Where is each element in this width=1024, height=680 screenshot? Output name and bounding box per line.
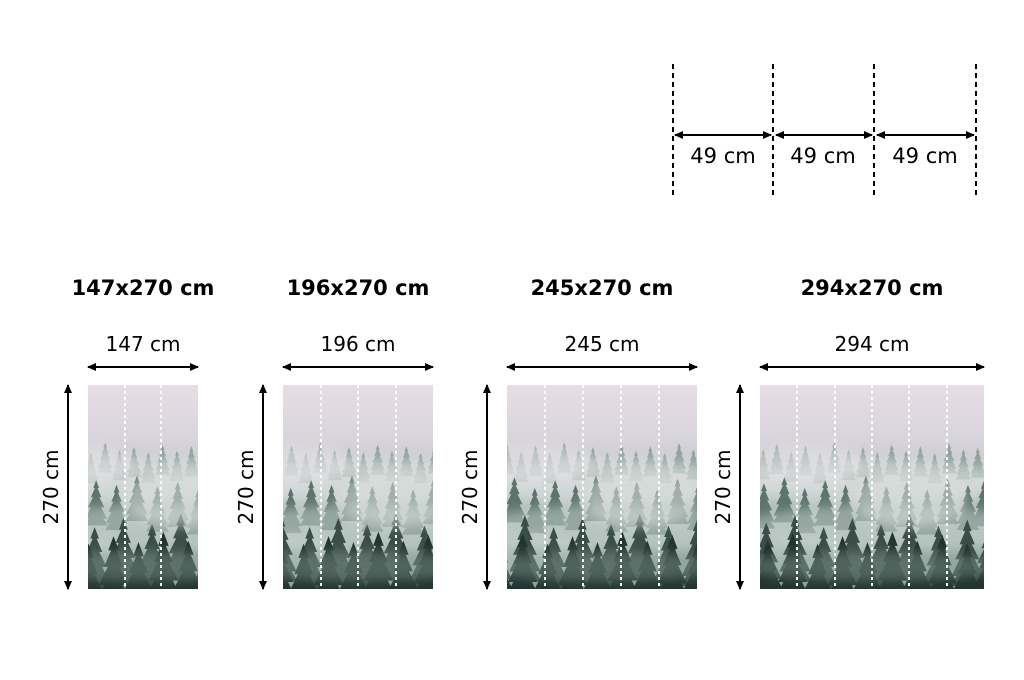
panel-width-arrow <box>674 131 772 139</box>
height-dimension-label: 270 cm <box>711 449 735 525</box>
panel-boundary-dashed-line <box>672 64 674 198</box>
height-dimension-arrow <box>64 384 72 590</box>
panel-boundary-dashed-line <box>772 64 774 198</box>
width-dimension-label: 245 cm <box>564 332 640 356</box>
panel-width-arrow <box>775 131 873 139</box>
panel-divider <box>160 385 163 589</box>
panel-divider <box>658 385 660 589</box>
size-title: 147x270 cm <box>71 276 215 300</box>
foggy-forest-photo <box>507 385 697 589</box>
height-dimension-label: 270 cm <box>458 449 482 525</box>
panel-width-label: 49 cm <box>690 144 756 168</box>
width-dimension-label: 196 cm <box>320 332 396 356</box>
panel-divider <box>908 385 911 589</box>
width-dimension-arrow <box>506 363 698 371</box>
mural-preview-image <box>760 385 984 589</box>
width-dimension-label: 147 cm <box>105 332 181 356</box>
mural-preview-image <box>283 385 433 589</box>
panel-divider <box>544 385 546 589</box>
size-variant-196x270: 196x270 cm 196 cm 270 cm <box>223 270 443 615</box>
panel-width-label: 49 cm <box>892 144 958 168</box>
height-dimension-arrow <box>483 384 491 590</box>
size-title: 245x270 cm <box>530 276 674 300</box>
height-dimension-label: 270 cm <box>39 449 63 525</box>
height-dimension-arrow <box>736 384 744 590</box>
height-dimension-label: 270 cm <box>234 449 258 525</box>
width-dimension-arrow <box>87 363 199 371</box>
roll-width-diagram: 49 cm 49 cm 49 cm <box>660 60 1000 220</box>
panel-divider <box>319 385 322 589</box>
panel-divider <box>582 385 584 589</box>
panel-divider <box>123 385 126 589</box>
panel-divider <box>357 385 359 589</box>
panel-divider <box>945 385 948 589</box>
panel-width-label: 49 cm <box>790 144 856 168</box>
size-title: 196x270 cm <box>286 276 430 300</box>
panel-divider <box>833 385 836 589</box>
foggy-forest-photo <box>88 385 198 589</box>
width-dimension-label: 294 cm <box>834 332 910 356</box>
panel-width-arrow <box>876 131 975 139</box>
panel-divider <box>796 385 799 589</box>
panel-boundary-dashed-line <box>873 64 875 198</box>
height-dimension-arrow <box>259 384 267 590</box>
panel-boundary-dashed-line <box>975 64 977 198</box>
panel-divider <box>394 385 397 589</box>
mural-preview-image <box>88 385 198 589</box>
panel-divider <box>620 385 622 589</box>
mural-preview-image <box>507 385 697 589</box>
size-variant-294x270: 294x270 cm 294 cm 270 cm <box>700 270 994 615</box>
panel-divider <box>871 385 873 589</box>
size-variant-245x270: 245x270 cm 245 cm 270 cm <box>447 270 707 615</box>
size-title: 294x270 cm <box>800 276 944 300</box>
size-variant-147x270: 147x270 cm 147 cm 270 cm <box>28 270 214 615</box>
width-dimension-arrow <box>282 363 434 371</box>
width-dimension-arrow <box>759 363 985 371</box>
